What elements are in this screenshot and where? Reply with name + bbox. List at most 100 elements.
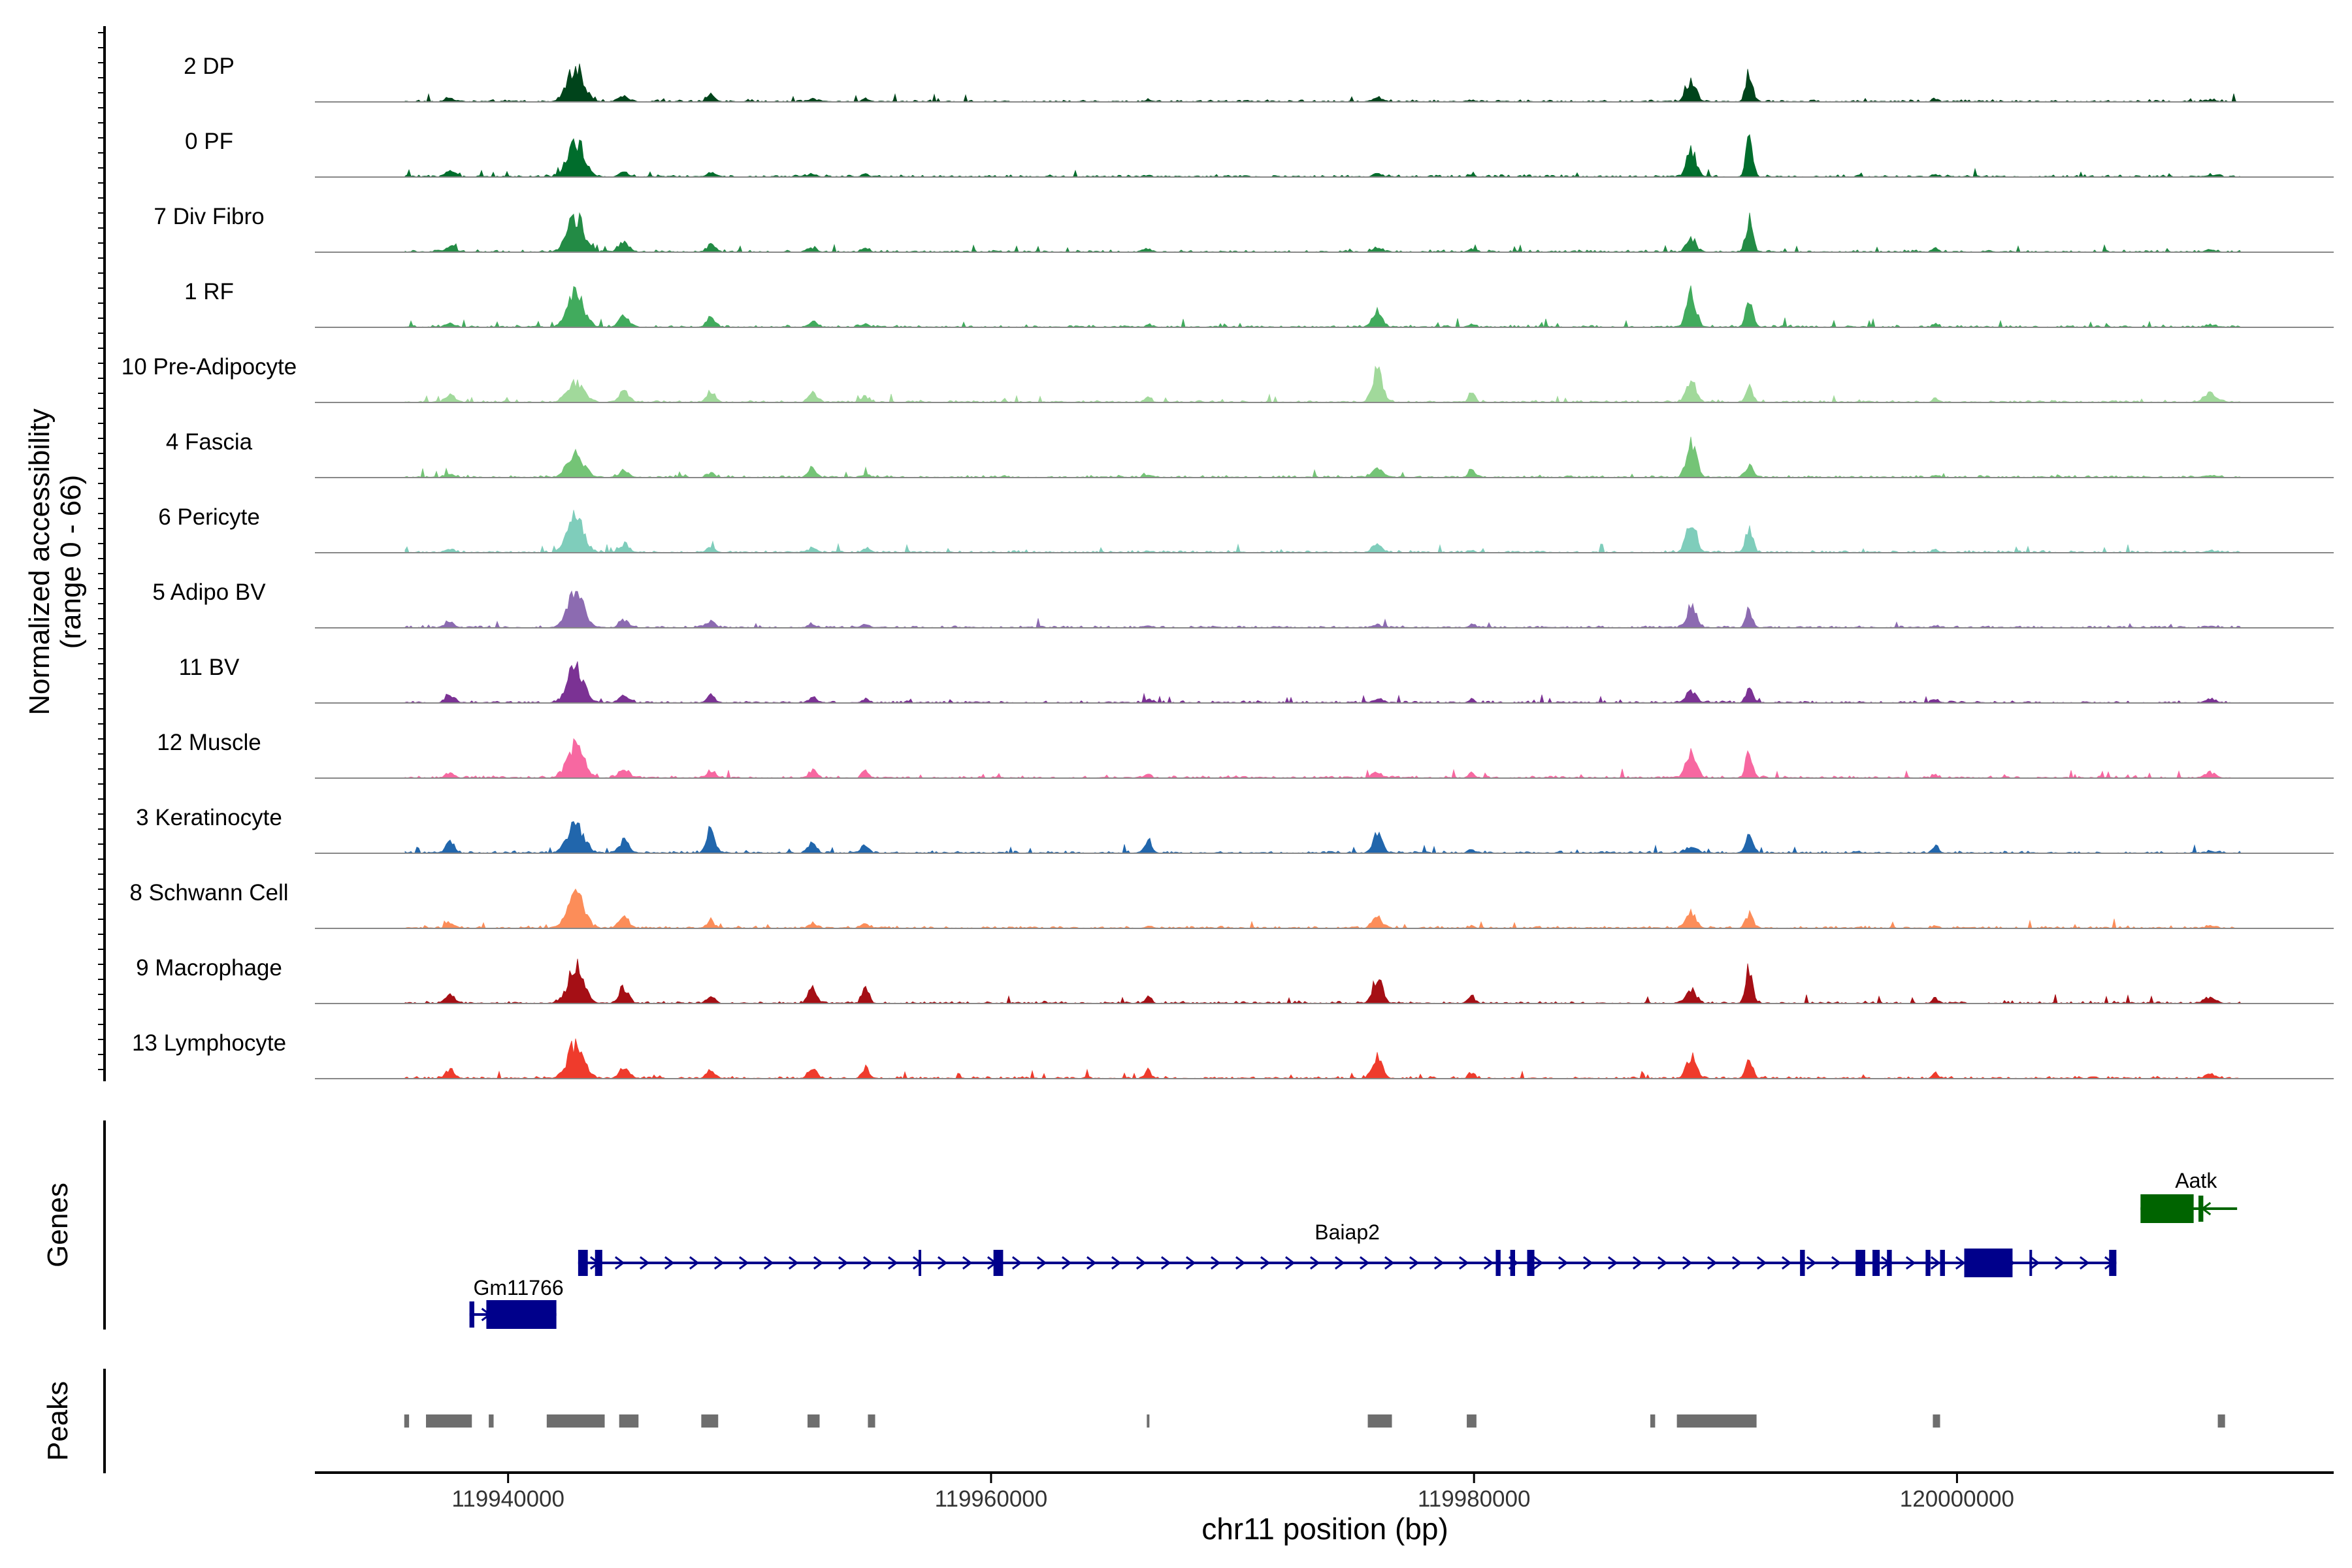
strand-arrow [962,1256,973,1270]
strand-arrow [1111,1256,1122,1270]
strand-arrow [1210,1256,1221,1270]
exon [1925,1250,1931,1276]
track-8-schwann-cell: 8 Schwann Cell [129,880,2334,929]
strand-arrow [614,1256,625,1270]
exon [919,1250,922,1276]
peak-region [1650,1414,1656,1428]
exon [2029,1250,2033,1276]
strand-arrow [1235,1256,1246,1270]
strand-arrow [1905,1256,1916,1270]
track-6-pericyte: 6 Pericyte [158,504,2334,553]
track-label: 12 Muscle [157,730,261,755]
coverage-area [404,63,2241,103]
peak-region [808,1414,820,1428]
exon [2109,1250,2117,1276]
exon [2140,1194,2194,1223]
genes-track: Genes Baiap2 Gm11766 Aatk [42,1120,2238,1330]
exon [469,1301,474,1328]
track-10-pre-adipocyte: 10 Pre-Adipocyte [122,354,2334,403]
strand-arrow [1359,1256,1370,1270]
track-label: 11 BV [179,655,240,680]
track-5-adipo-bv: 5 Adipo BV [152,580,2334,629]
gene-gm11766: Gm11766 [469,1276,564,1329]
strand-arrow [1458,1256,1469,1270]
exon [486,1300,557,1329]
peak-region [619,1414,639,1428]
exon [1495,1250,1501,1276]
peak-region [1147,1414,1150,1428]
track-9-macrophage: 9 Macrophage [136,955,2334,1004]
track-label: 3 Keratinocyte [136,805,282,830]
coverage-area [404,436,2242,478]
exon [578,1250,588,1276]
exon [1940,1250,1945,1276]
strand-arrow [738,1256,749,1270]
strand-arrow [1806,1256,1817,1270]
track-label: 8 Schwann Cell [129,880,288,906]
strand-arrow [713,1256,725,1270]
coverage-area [404,212,2242,253]
coverage-area [404,821,2242,854]
coverage-area [404,661,2242,704]
strand-arrow [838,1256,849,1270]
strand-arrow [1409,1256,1420,1270]
gene-label: Gm11766 [473,1276,563,1299]
strand-arrow [1384,1256,1395,1270]
peak-region [546,1414,605,1428]
track-13-lymphocyte: 13 Lymphocyte [132,1030,2334,1079]
strand-arrow [1955,1256,1966,1270]
track-label: 0 PF [185,129,233,154]
track-3-keratinocyte: 3 Keratinocyte [136,805,2334,854]
strand-arrow [1607,1256,1618,1270]
track-label: 10 Pre-Adipocyte [122,354,297,380]
coverage-area [404,510,2242,553]
y-axis-title-line1: Normalized accessibility [24,408,56,715]
coverage-y-axis [98,26,106,1081]
exon [2198,1196,2204,1222]
track-label: 1 RF [184,279,234,304]
coverage-tracks: 2 DP 0 PF 7 Div Fibro 1 RF 10 Pre-Adipocyte 4… [122,54,2334,1079]
exon [1964,1249,2013,1277]
strand-arrow [1657,1256,1668,1270]
strand-arrow [1930,1256,1941,1270]
x-tick-label: 119940000 [451,1486,564,1512]
strand-arrow [937,1256,948,1270]
track-label: 13 Lymphocyte [132,1030,286,1056]
peak-region [2217,1414,2225,1428]
strand-arrow [813,1256,824,1270]
strand-arrow [1334,1256,1345,1270]
track-label: 6 Pericyte [158,504,260,530]
strand-arrow [1558,1256,1569,1270]
strand-arrow [1682,1256,1693,1270]
strand-arrow [1135,1256,1147,1270]
strand-arrow [1483,1256,1494,1270]
track-7-div-fibro: 7 Div Fibro [154,204,2334,253]
peak-region [1676,1414,1757,1428]
strand-arrow [887,1256,898,1270]
peak-region [868,1414,875,1428]
gene-baiap2: Baiap2 [578,1220,2117,1277]
strand-arrow [1831,1256,1842,1270]
coverage-area [404,738,2242,779]
x-axis: 119940000 119960000 119980000 120000000 [315,1471,2334,1512]
gene-label: Baiap2 [1315,1220,1380,1244]
strand-arrow [1284,1256,1296,1270]
exon [1800,1250,1805,1276]
peak-region [404,1414,410,1428]
strand-arrow [639,1256,650,1270]
exon [1527,1250,1535,1276]
strand-arrow [1756,1256,1767,1270]
track-label: 4 Fascia [166,429,253,455]
x-axis-title: chr11 position (bp) [1201,1512,1448,1546]
track-11-bv: 11 BV [179,655,2334,704]
strand-arrow [2079,1256,2090,1270]
track-label: 5 Adipo BV [152,580,266,605]
strand-arrow [664,1256,675,1270]
strand-arrow [1260,1256,1271,1270]
strand-arrow [1185,1256,1196,1270]
peak-region [489,1414,494,1428]
peak-region [701,1414,719,1428]
strand-arrow [1160,1256,1171,1270]
